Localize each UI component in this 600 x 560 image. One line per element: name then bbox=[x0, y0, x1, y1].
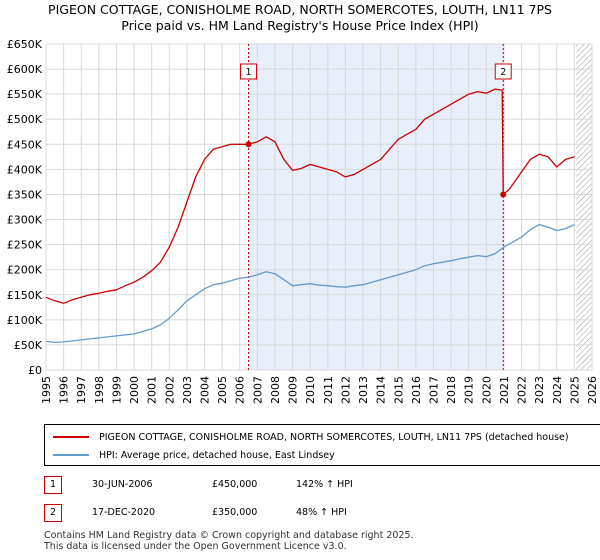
sale-hpi-change: 142% ↑ HPI bbox=[296, 479, 353, 490]
legend-item-hpi: HPI: Average price, detached house, East… bbox=[53, 446, 335, 464]
footer-copyright: Contains HM Land Registry data © Crown c… bbox=[44, 530, 414, 552]
x-tick-label: 2013 bbox=[357, 376, 370, 404]
sale-label-box bbox=[240, 63, 258, 80]
chart-subtitle: Price paid vs. HM Land Registry's House … bbox=[121, 18, 479, 33]
y-tick-label: £450K bbox=[7, 138, 43, 151]
sale-point bbox=[500, 191, 507, 198]
x-tick-label: 2002 bbox=[163, 376, 176, 404]
sale-date: 30-JUN-2006 bbox=[92, 479, 153, 490]
x-tick-label: 2004 bbox=[199, 376, 212, 404]
x-tick-label: 2000 bbox=[128, 376, 141, 404]
y-tick-label: £400K bbox=[7, 163, 43, 176]
footer-line-2: This data is licensed under the Open Gov… bbox=[44, 541, 347, 552]
y-tick-label: £200K bbox=[7, 264, 43, 277]
x-tick-label: 2008 bbox=[269, 376, 282, 404]
chart-title: PIGEON COTTAGE, CONISHOLME ROAD, NORTH S… bbox=[48, 2, 552, 17]
x-tick-label: 2019 bbox=[463, 376, 476, 404]
x-tick-label: 2025 bbox=[568, 376, 581, 404]
x-tick-label: 2022 bbox=[516, 376, 529, 404]
sale-number-badge: 1 bbox=[44, 476, 62, 494]
legend: PIGEON COTTAGE, CONISHOLME ROAD, NORTH S… bbox=[44, 424, 600, 466]
x-tick-label: 2007 bbox=[251, 376, 264, 404]
x-tick-label: 1998 bbox=[93, 376, 106, 404]
y-tick-label: £0 bbox=[28, 364, 42, 377]
footer-line-1: Contains HM Land Registry data © Crown c… bbox=[44, 530, 414, 541]
sale-row: 2 17-DEC-2020 £350,000 48% ↑ HPI bbox=[44, 504, 464, 524]
x-tick-label: 1999 bbox=[110, 376, 123, 404]
y-tick-label: £100K bbox=[7, 314, 43, 327]
price-chart: 1 2 £0 £50K £100K £150K £200K £250K £300K £350K £… bbox=[7, 38, 599, 404]
y-tick-label: £650K bbox=[7, 38, 43, 51]
hpi-line bbox=[45, 223, 575, 344]
x-tick-label: 2012 bbox=[339, 376, 352, 404]
sale-date: 17-DEC-2020 bbox=[92, 507, 156, 518]
sale-price: £350,000 bbox=[212, 507, 258, 518]
y-tick-label: £500K bbox=[7, 113, 43, 126]
x-tick-label: 2026 bbox=[586, 376, 599, 404]
x-tick-label: 1996 bbox=[58, 376, 71, 404]
x-tick-label: 2001 bbox=[146, 376, 159, 404]
y-tick-label: £300K bbox=[7, 214, 43, 227]
x-tick-label: 2021 bbox=[498, 376, 511, 404]
x-tick-label: 2006 bbox=[234, 376, 247, 404]
legend-swatch-property bbox=[53, 436, 89, 438]
legend-item-property: PIGEON COTTAGE, CONISHOLME ROAD, NORTH S… bbox=[53, 428, 569, 446]
x-tick-label: 1995 bbox=[40, 376, 53, 404]
y-tick-label: £600K bbox=[7, 63, 43, 76]
y-tick-label: £350K bbox=[7, 188, 43, 201]
x-tick-label: 2014 bbox=[375, 376, 388, 404]
sale-row: 1 30-JUN-2006 £450,000 142% ↑ HPI bbox=[44, 476, 464, 496]
sale-label-box bbox=[494, 63, 512, 80]
x-tick-label: 2023 bbox=[533, 376, 546, 404]
x-tick-label: 2003 bbox=[181, 376, 194, 404]
x-tick-label: 2020 bbox=[480, 376, 493, 404]
x-tick-label: 2010 bbox=[304, 376, 317, 404]
forecast-hatch bbox=[576, 44, 592, 370]
x-tick-label: 2011 bbox=[322, 376, 335, 404]
x-tick-label: 2015 bbox=[392, 376, 405, 404]
x-tick-label: 2024 bbox=[551, 376, 564, 404]
y-tick-label: £150K bbox=[7, 289, 43, 302]
x-tick-label: 2016 bbox=[410, 376, 423, 404]
y-tick-label: £50K bbox=[14, 339, 43, 352]
y-tick-label: £550K bbox=[7, 88, 43, 101]
x-tick-label: 2009 bbox=[287, 376, 300, 404]
legend-label-property: PIGEON COTTAGE, CONISHOLME ROAD, NORTH S… bbox=[99, 431, 569, 443]
sale-label: 2 bbox=[500, 67, 506, 78]
sale-label: 1 bbox=[246, 67, 252, 78]
x-tick-label: 2005 bbox=[216, 376, 229, 404]
legend-swatch-hpi bbox=[53, 454, 89, 456]
x-tick-label: 1997 bbox=[75, 376, 88, 404]
property-price-line bbox=[45, 88, 575, 304]
x-tick-label: 2017 bbox=[427, 376, 440, 404]
sale-point bbox=[245, 141, 252, 148]
sale-price: £450,000 bbox=[212, 479, 258, 490]
legend-label-hpi: HPI: Average price, detached house, East… bbox=[99, 449, 335, 461]
y-tick-label: £250K bbox=[7, 239, 43, 252]
sale-hpi-change: 48% ↑ HPI bbox=[296, 507, 347, 518]
sale-number-badge: 2 bbox=[44, 504, 62, 522]
x-tick-label: 2018 bbox=[445, 376, 458, 404]
ownership-shading bbox=[248, 44, 504, 370]
